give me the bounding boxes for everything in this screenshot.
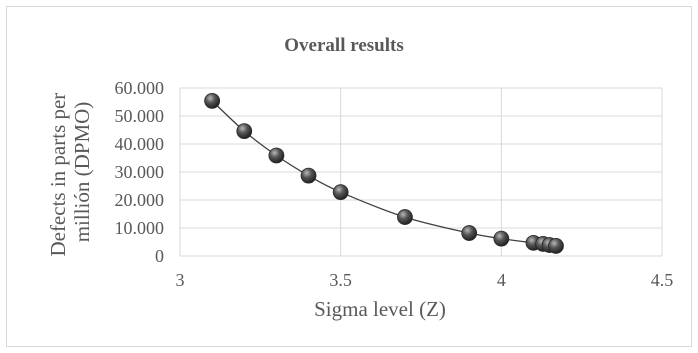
y-tick-label: 50.000 xyxy=(115,106,165,126)
x-tick-labels: 3 3.5 4 4.5 xyxy=(176,270,674,290)
y-tick-label: 0 xyxy=(155,246,164,266)
grid-lines xyxy=(179,87,663,257)
x-tick-label: 3 xyxy=(176,270,185,290)
data-point xyxy=(548,238,564,254)
data-points xyxy=(204,92,564,254)
chart-title: Overall results xyxy=(284,35,403,56)
y-tick-label: 30.000 xyxy=(115,162,165,182)
y-tick-label: 20.000 xyxy=(115,190,165,210)
data-point xyxy=(461,225,478,241)
data-point xyxy=(204,92,221,109)
data-point xyxy=(300,167,317,184)
y-axis-label: Defects in parts per millión (DPMO) xyxy=(46,87,94,256)
data-point xyxy=(493,230,510,247)
trend-line xyxy=(211,100,557,247)
y-tick-labels: 0 10.000 20.000 30.000 40.000 50.000 60.000 xyxy=(115,78,165,266)
x-tick-label: 4 xyxy=(497,270,506,290)
x-tick-label: 4.5 xyxy=(651,270,674,290)
data-point xyxy=(397,209,413,225)
data-point xyxy=(332,184,349,201)
y-tick-label: 60.000 xyxy=(115,78,165,98)
data-point xyxy=(236,123,253,140)
series-line xyxy=(211,100,557,247)
data-point xyxy=(268,147,285,164)
y-tick-label: 40.000 xyxy=(115,134,165,154)
x-axis-label: Sigma level (Z) xyxy=(314,297,446,321)
chart-frame xyxy=(6,6,692,347)
x-tick-label: 3.5 xyxy=(329,270,352,290)
y-axis-label-line-1: Defects in parts per xyxy=(46,93,70,257)
y-tick-label: 10.000 xyxy=(115,218,165,238)
y-axis-label-line-2: millión (DPMO) xyxy=(70,102,94,243)
